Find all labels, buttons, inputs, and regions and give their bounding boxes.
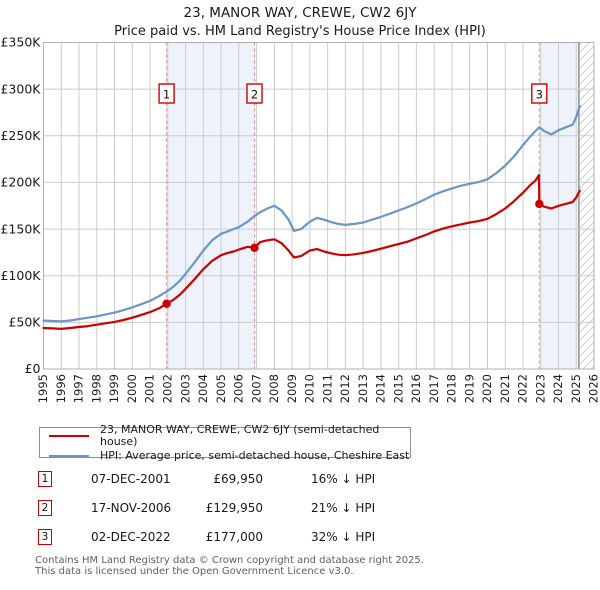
x-tick-label: 2003	[178, 374, 192, 403]
hpi-line-swatch	[49, 454, 89, 457]
sale-1-number-badge: 1	[38, 471, 52, 487]
footer-line-2: This data is licensed under the Open Gov…	[35, 566, 354, 577]
x-tick-label: 2004	[196, 374, 210, 403]
page-title: 23, MANOR WAY, CREWE, CW2 6JY	[183, 5, 417, 21]
sale-1-hpi-diff: 16% ↓ HPI	[311, 472, 376, 486]
x-tick-label: 2025	[569, 374, 583, 403]
x-tick-label: 2021	[498, 374, 512, 403]
x-tick-label: 2018	[445, 374, 459, 403]
y-tick-label: £0	[25, 361, 41, 376]
sale-1-date: 07-DEC-2001	[91, 472, 171, 486]
x-tick-label: 2020	[480, 374, 494, 403]
sale-3-date: 02-DEC-2022	[91, 530, 171, 544]
legend-item-hpi: HPI: Average price, semi-detached house,…	[49, 448, 410, 462]
sale-row-3: 3 02-DEC-2022 £177,000 32% ↓ HPI	[35, 529, 375, 545]
sale-1-price: £69,950	[213, 472, 263, 486]
page-subtitle: Price paid vs. HM Land Registry's House …	[114, 24, 486, 39]
property-line-swatch	[49, 434, 89, 437]
legend-label-property: 23, MANOR WAY, CREWE, CW2 6JY (semi-deta…	[100, 422, 380, 448]
sale-2-number-badge: 2	[38, 500, 52, 516]
y-tick-label: £350K	[0, 35, 41, 50]
sale-2-date: 17-NOV-2006	[91, 501, 172, 515]
x-tick-label: 2023	[533, 374, 547, 403]
y-tick-label: £150K	[0, 221, 41, 236]
x-tick-label: 2002	[160, 374, 174, 403]
plot-border	[43, 42, 595, 370]
x-tick-label: 2006	[231, 374, 245, 403]
x-tick-label: 2010	[303, 374, 317, 403]
y-tick-label: £250K	[0, 128, 41, 143]
x-tick-label: 1995	[36, 374, 50, 403]
x-tick-label: 2022	[516, 374, 530, 403]
x-tick-label: 2026	[587, 374, 600, 403]
svg-text:2: 2	[251, 88, 258, 102]
x-tick-label: 2012	[338, 374, 352, 403]
x-tick-label: 1997	[72, 374, 86, 403]
sale-marker	[250, 243, 259, 252]
sale-row-1: 1 07-DEC-2001 £69,950 16% ↓ HPI	[35, 471, 375, 487]
hpi-line	[42, 104, 581, 323]
license-footer: Contains HM Land Registry data © Crown c…	[35, 555, 424, 577]
x-tick-label: 2001	[143, 374, 157, 403]
future-hatch-region	[578, 42, 594, 369]
sale-3-number-badge: 3	[38, 529, 52, 545]
legend-item-property: 23, MANOR WAY, CREWE, CW2 6JY (semi-deta…	[49, 422, 410, 448]
legend-label-hpi: HPI: Average price, semi-detached house,…	[100, 448, 410, 462]
x-tick-label: 2005	[214, 374, 228, 403]
svg-text:1: 1	[163, 88, 170, 102]
x-tick-label: 2007	[249, 374, 263, 403]
sale-marker	[535, 199, 544, 209]
x-tick-label: 1996	[54, 374, 68, 403]
y-tick-label: £200K	[0, 175, 41, 190]
y-tick-label: £300K	[0, 81, 41, 96]
y-tick-label: £100K	[0, 268, 41, 283]
x-tick-label: 1999	[107, 374, 121, 403]
svg-text:3: 3	[536, 88, 543, 102]
sale-flag: 2	[246, 83, 263, 104]
sale-3-hpi-diff: 32% ↓ HPI	[311, 530, 376, 544]
x-tick-label: 1998	[89, 374, 103, 403]
x-tick-label: 2009	[285, 374, 299, 403]
sale-flag: 1	[158, 83, 175, 104]
price-history-chart: 1 2 3 £0 £50K £100K £150K £200K £250K £300K £350K 1…	[0, 35, 600, 404]
sale-row-2: 2 17-NOV-2006 £129,950 21% ↓ HPI	[35, 500, 375, 516]
x-tick-label: 2013	[356, 374, 370, 403]
sale-2-price: £129,950	[205, 501, 263, 515]
sale-3-price: £177,000	[205, 530, 263, 544]
x-tick-label: 2024	[551, 374, 565, 403]
footer-line-1: Contains HM Land Registry data © Crown c…	[35, 555, 424, 566]
property-price-line	[42, 173, 581, 330]
x-tick-label: 2019	[462, 374, 476, 403]
x-tick-label: 2015	[391, 374, 405, 403]
sale-2-hpi-diff: 21% ↓ HPI	[311, 501, 376, 515]
y-tick-label: £50K	[8, 315, 41, 330]
x-tick-label: 2016	[409, 374, 423, 403]
x-tick-label: 2011	[320, 374, 334, 403]
sale-flag: 3	[531, 83, 548, 104]
sale-marker	[162, 299, 171, 308]
between-sales-band	[166, 42, 255, 369]
x-tick-label: 2017	[427, 374, 441, 403]
chart-legend: 23, MANOR WAY, CREWE, CW2 6JY (semi-deta…	[39, 422, 411, 461]
x-tick-label: 2014	[374, 374, 388, 403]
x-tick-label: 2000	[125, 374, 139, 403]
x-tick-label: 2008	[267, 374, 281, 403]
